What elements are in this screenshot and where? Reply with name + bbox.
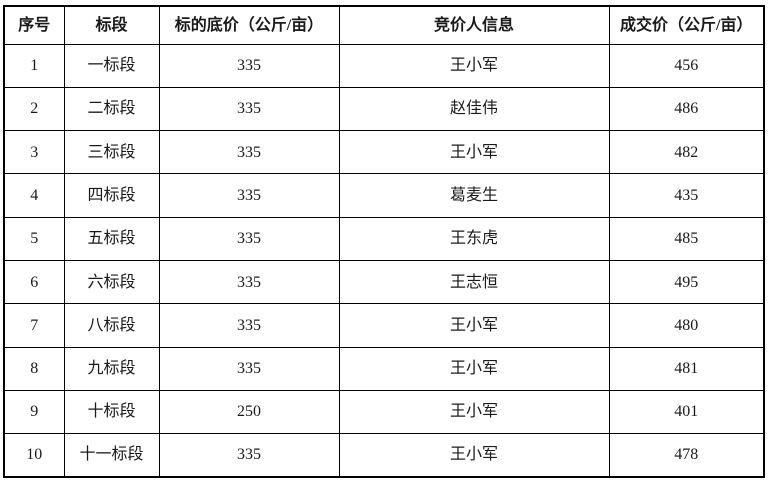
cell-section: 四标段: [63, 173, 160, 218]
cell-deal-price: 485: [608, 216, 765, 261]
cell-section: 六标段: [63, 259, 160, 305]
cell-base-price: 335: [158, 259, 340, 305]
table-row: 6 六标段 335 王志恒 495: [3, 259, 765, 305]
cell-base-price: 335: [158, 130, 340, 175]
cell-deal-price: 480: [608, 303, 765, 348]
column-header-deal-price: 成交价（公斤/亩）: [608, 5, 765, 45]
cell-bidder: 王志恒: [338, 259, 610, 305]
cell-bidder: 葛麦生: [338, 173, 610, 218]
cell-index: 9: [3, 389, 65, 435]
table-row: 10 十一标段 335 王小军 478: [3, 433, 765, 478]
cell-section: 十一标段: [63, 433, 160, 478]
cell-bidder: 王东虎: [338, 216, 610, 261]
cell-section: 一标段: [63, 43, 160, 88]
cell-bidder: 王小军: [338, 130, 610, 175]
cell-bidder: 王小军: [338, 389, 610, 435]
table-row: 9 十标段 250 王小军 401: [3, 389, 765, 435]
table-row: 7 八标段 335 王小军 480: [3, 303, 765, 348]
cell-deal-price: 481: [608, 346, 765, 391]
cell-base-price: 335: [158, 86, 340, 132]
cell-section: 十标段: [63, 389, 160, 435]
cell-section: 三标段: [63, 130, 160, 175]
cell-deal-price: 456: [608, 43, 765, 88]
column-header-index: 序号: [3, 5, 65, 45]
cell-index: 10: [3, 433, 65, 478]
table-row: 8 九标段 335 王小军 481: [3, 346, 765, 391]
table-header-row: 序号 标段 标的底价（公斤/亩） 竞价人信息 成交价（公斤/亩）: [3, 5, 765, 45]
cell-index: 7: [3, 303, 65, 348]
bidding-results-table: 序号 标段 标的底价（公斤/亩） 竞价人信息 成交价（公斤/亩） 1 一标段 3…: [3, 5, 765, 478]
cell-base-price: 335: [158, 43, 340, 88]
table-row: 4 四标段 335 葛麦生 435: [3, 173, 765, 218]
cell-base-price: 335: [158, 433, 340, 478]
cell-deal-price: 486: [608, 86, 765, 132]
table-row: 1 一标段 335 王小军 456: [3, 43, 765, 88]
cell-index: 5: [3, 216, 65, 261]
cell-bidder: 赵佳伟: [338, 86, 610, 132]
cell-index: 8: [3, 346, 65, 391]
cell-section: 九标段: [63, 346, 160, 391]
cell-section: 二标段: [63, 86, 160, 132]
cell-bidder: 王小军: [338, 433, 610, 478]
cell-base-price: 335: [158, 216, 340, 261]
cell-base-price: 335: [158, 346, 340, 391]
table-row: 3 三标段 335 王小军 482: [3, 130, 765, 175]
cell-index: 6: [3, 259, 65, 305]
cell-deal-price: 495: [608, 259, 765, 305]
column-header-base-price: 标的底价（公斤/亩）: [158, 5, 340, 45]
cell-deal-price: 401: [608, 389, 765, 435]
cell-index: 4: [3, 173, 65, 218]
cell-base-price: 335: [158, 303, 340, 348]
cell-bidder: 王小军: [338, 303, 610, 348]
cell-index: 1: [3, 43, 65, 88]
table-row: 2 二标段 335 赵佳伟 486: [3, 86, 765, 132]
table-row: 5 五标段 335 王东虎 485: [3, 216, 765, 261]
cell-deal-price: 482: [608, 130, 765, 175]
cell-index: 2: [3, 86, 65, 132]
cell-base-price: 335: [158, 173, 340, 218]
cell-index: 3: [3, 130, 65, 175]
table-body: 1 一标段 335 王小军 456 2 二标段 335 赵佳伟 486 3 三标…: [3, 43, 765, 478]
cell-base-price: 250: [158, 389, 340, 435]
cell-section: 五标段: [63, 216, 160, 261]
cell-deal-price: 478: [608, 433, 765, 478]
cell-deal-price: 435: [608, 173, 765, 218]
column-header-section: 标段: [63, 5, 160, 45]
cell-section: 八标段: [63, 303, 160, 348]
cell-bidder: 王小军: [338, 346, 610, 391]
column-header-bidder: 竞价人信息: [338, 5, 610, 45]
cell-bidder: 王小军: [338, 43, 610, 88]
